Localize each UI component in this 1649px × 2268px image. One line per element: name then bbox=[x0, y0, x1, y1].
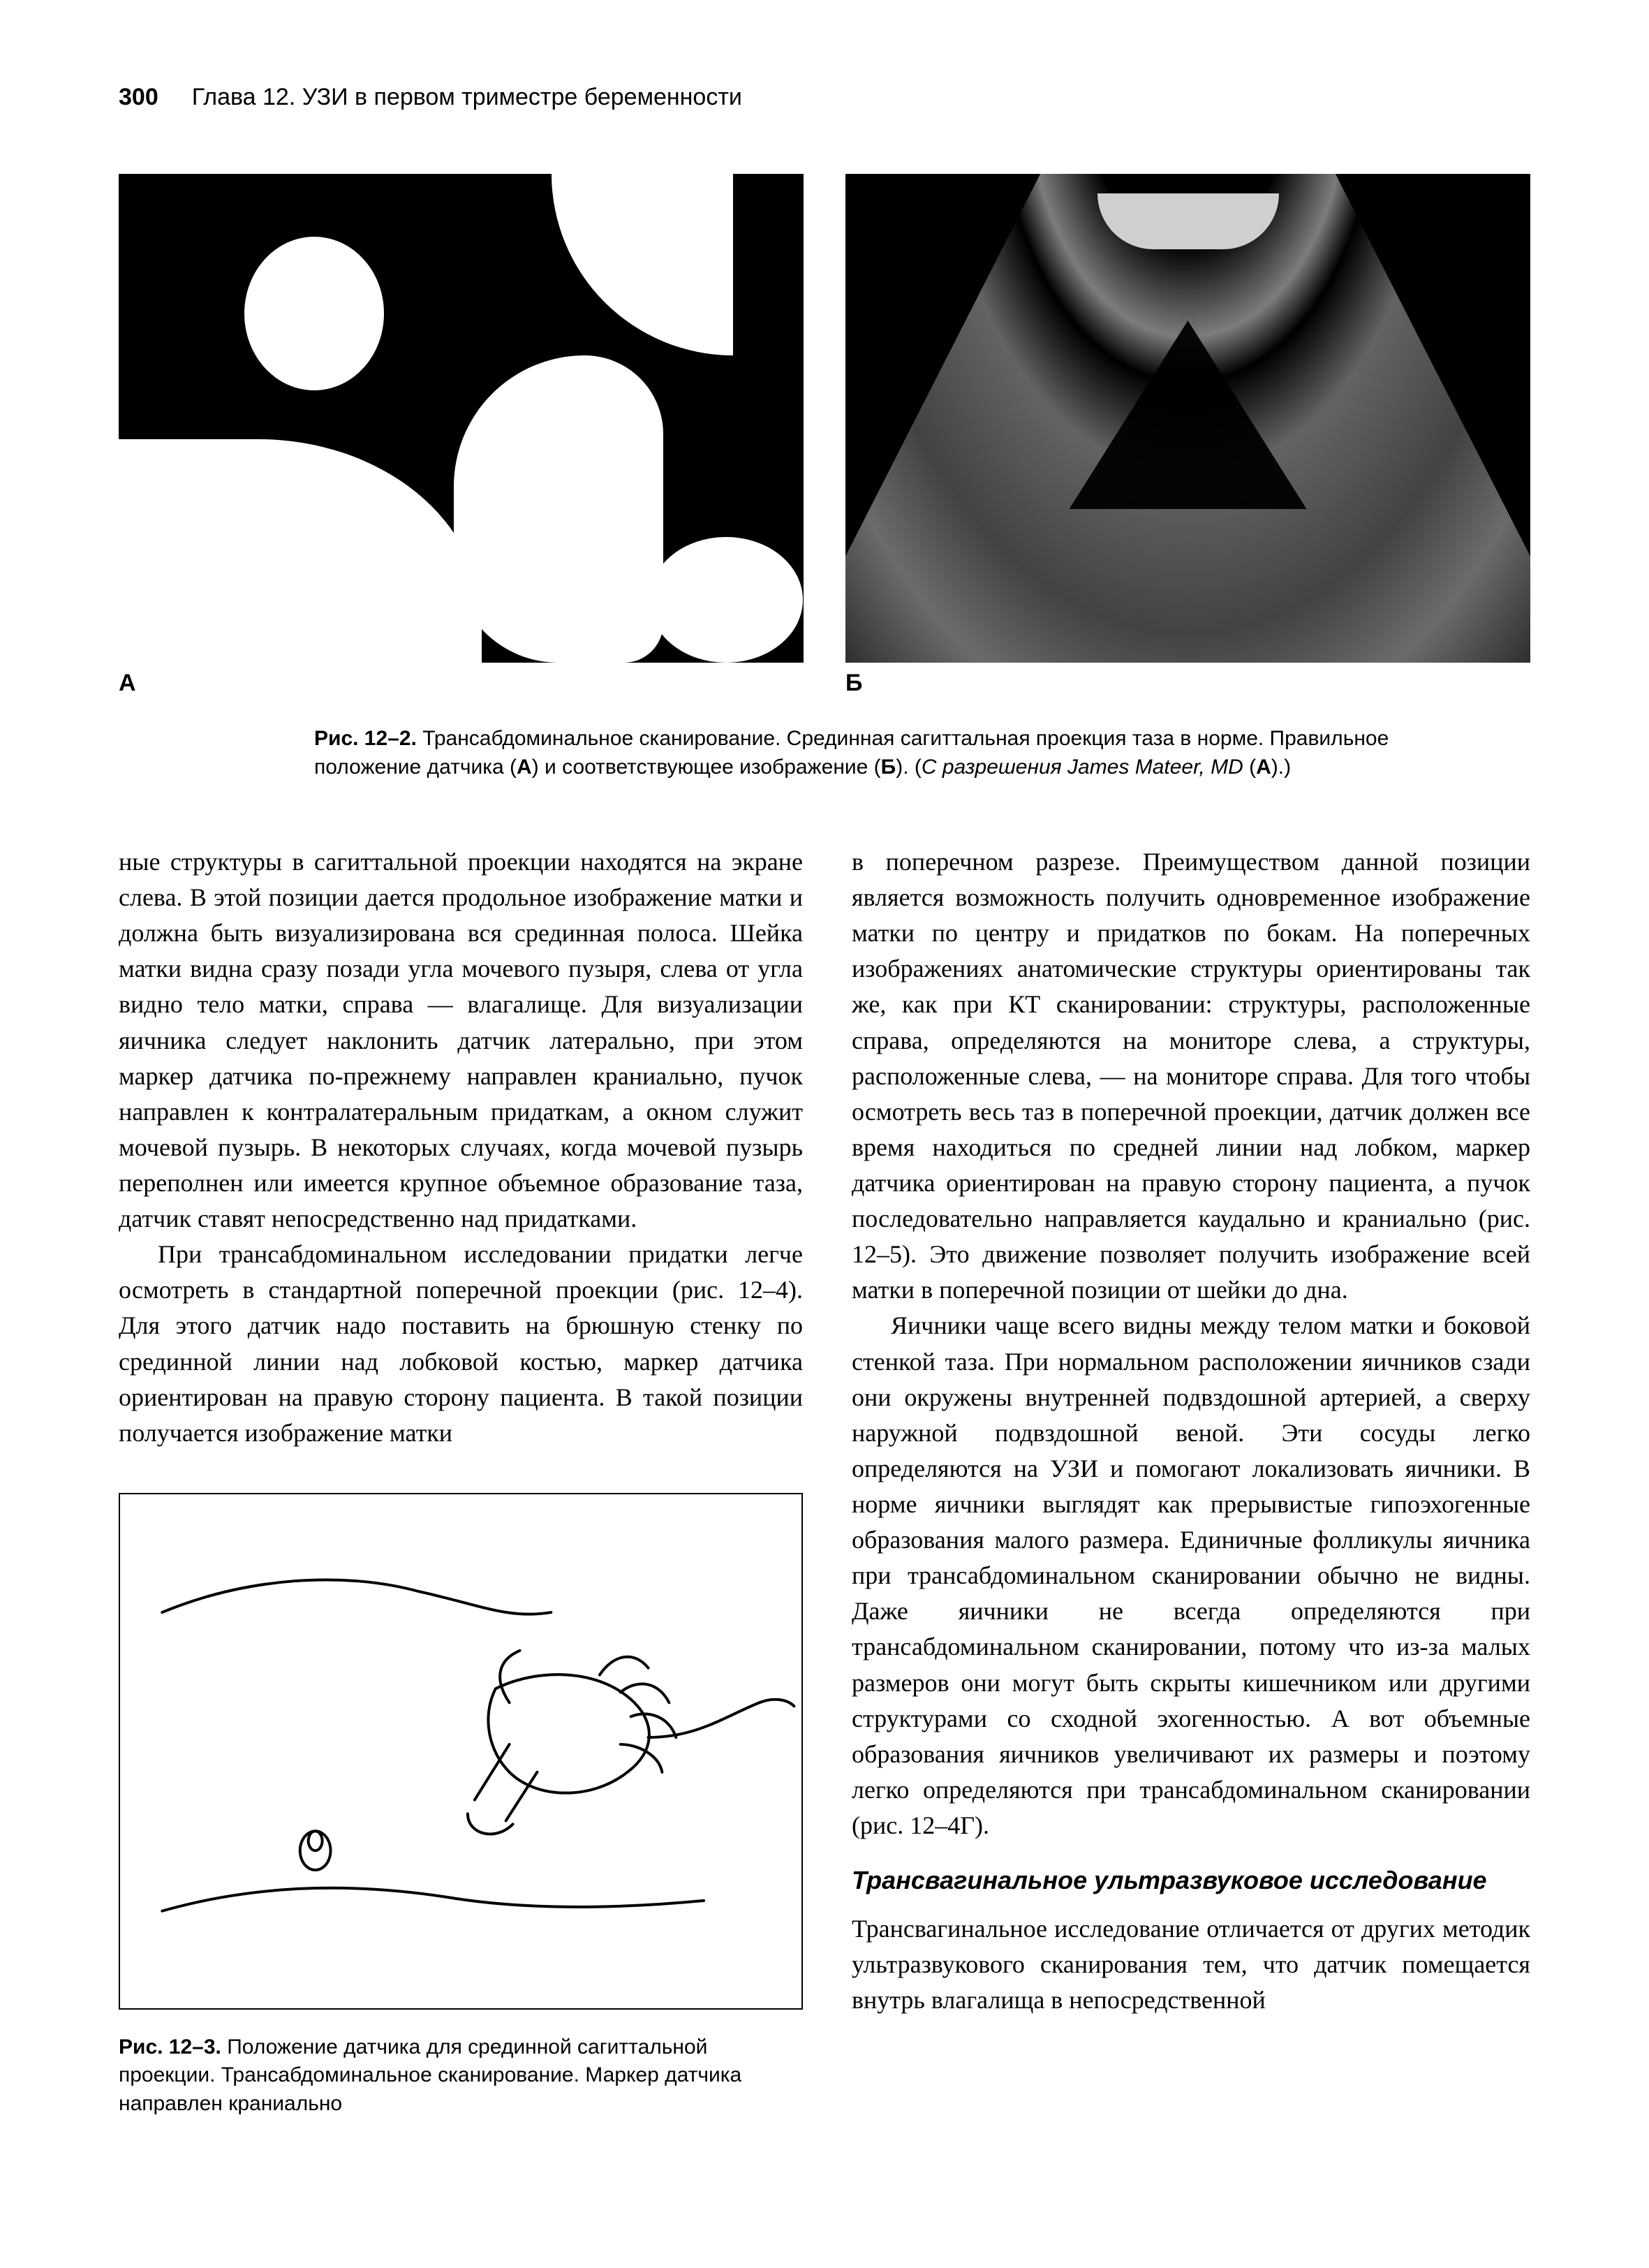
right-column: в поперечном разрезе. Преимуществом данн… bbox=[852, 844, 1530, 2118]
figure-12-3-number: Рис. 12–3. bbox=[119, 2035, 221, 2059]
right-para-1: в поперечном разрезе. Преимуществом данн… bbox=[852, 844, 1530, 1308]
figure-12-2-caption: Рис. 12–2. Трансабдоминальное сканирован… bbox=[314, 725, 1403, 781]
panel-b-label: Б bbox=[845, 670, 1530, 697]
right-para-3: Трансвагинальное исследование отличается… bbox=[852, 1911, 1530, 2018]
body-columns: ные структуры в сагиттальной проекции на… bbox=[119, 844, 1530, 2118]
figure-12-2-panel-b: Б bbox=[845, 174, 1530, 697]
bold-B: Б bbox=[881, 756, 896, 779]
left-column: ные структуры в сагиттальной проекции на… bbox=[119, 844, 803, 2118]
figure-12-2-caption-text-2: ) и соответствующее изображение ( bbox=[532, 756, 881, 779]
figure-12-3-image bbox=[119, 1493, 803, 2010]
page-number: 300 bbox=[119, 84, 158, 111]
figure-12-2-image-b bbox=[845, 174, 1530, 663]
bold-A: А bbox=[517, 756, 532, 779]
panel-a-label: А bbox=[119, 670, 804, 697]
figure-12-2-caption-text-5: ).) bbox=[1271, 756, 1291, 779]
running-head: 300 Глава 12. УЗИ в первом триместре бер… bbox=[119, 84, 1530, 111]
figure-12-2-number: Рис. 12–2. bbox=[314, 727, 417, 750]
figure-12-2-panels: А Б bbox=[119, 174, 1530, 697]
left-para-1: ные структуры в сагиттальной проекции на… bbox=[119, 844, 803, 1237]
bold-A2: А bbox=[1256, 756, 1271, 779]
figure-12-3-sketch bbox=[120, 1494, 801, 2008]
figure-12-2-caption-text-4: ( bbox=[1249, 756, 1256, 779]
figure-12-2-image-a bbox=[119, 174, 804, 663]
figure-12-2-caption-text-3: ). ( bbox=[896, 756, 922, 779]
figure-12-2-panel-a: А bbox=[119, 174, 804, 697]
right-para-2: Яичники чаще всего видны между телом мат… bbox=[852, 1308, 1530, 1843]
subsection-heading: Трансвагинальное ультразвуковое исследов… bbox=[852, 1864, 1530, 1897]
figure-12-3-caption: Рис. 12–3. Положение датчика для срединн… bbox=[119, 2033, 803, 2119]
chapter-title: Глава 12. УЗИ в первом триместре беремен… bbox=[192, 84, 742, 111]
left-para-2: При трансабдоминальном исследовании прид… bbox=[119, 1237, 803, 1451]
figure-12-2-caption-italic: С разрешения James Mateer, MD bbox=[922, 756, 1249, 779]
